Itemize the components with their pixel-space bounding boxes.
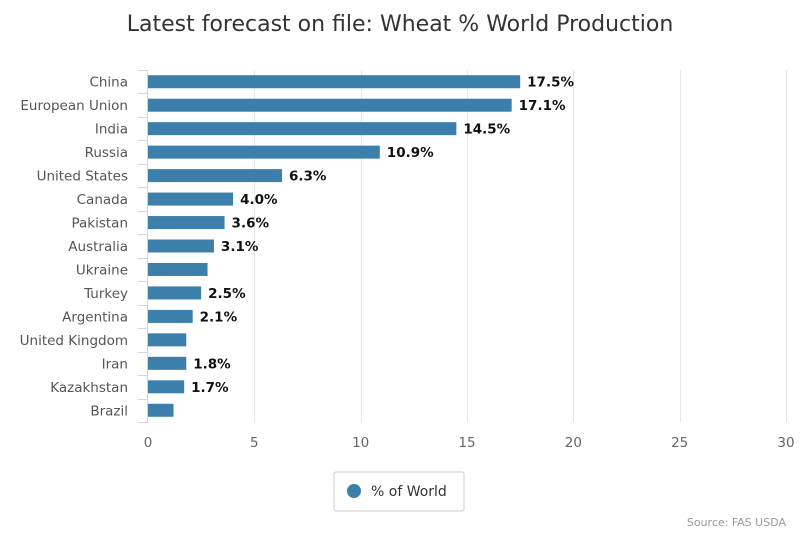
y-axis xyxy=(138,70,148,423)
x-tick-label: 25 xyxy=(671,435,688,451)
x-tick-label: 5 xyxy=(250,435,259,451)
x-tick-label: 15 xyxy=(458,435,475,451)
category-label: Canada xyxy=(77,192,128,208)
data-label: 10.9% xyxy=(387,145,434,161)
category-label: Turkey xyxy=(83,286,128,302)
bar-china[interactable] xyxy=(148,75,521,89)
bar-brazil[interactable] xyxy=(148,403,174,417)
source-credit: Source: FAS USDA xyxy=(687,516,787,529)
bar-pakistan[interactable] xyxy=(148,216,225,230)
x-tick-label: 0 xyxy=(144,435,153,451)
data-label: 1.7% xyxy=(191,380,229,396)
category-label: Iran xyxy=(102,356,128,372)
bar-iran[interactable] xyxy=(148,356,187,370)
category-label: United States xyxy=(37,169,128,185)
bars xyxy=(148,75,521,417)
data-label: 14.5% xyxy=(463,122,510,138)
category-label: Australia xyxy=(68,239,128,255)
bar-turkey[interactable] xyxy=(148,286,202,300)
x-tick-labels: 0 5 10 15 20 25 30 xyxy=(144,435,795,451)
bar-australia[interactable] xyxy=(148,239,214,253)
legend-box xyxy=(333,471,465,512)
bar-ukraine[interactable] xyxy=(148,262,208,276)
data-label: 3.1% xyxy=(221,239,259,255)
category-label: China xyxy=(89,75,128,91)
data-label: 3.6% xyxy=(232,216,270,232)
category-labels: China European Union India Russia United Sta… xyxy=(20,75,128,420)
bar-kazakhstan[interactable] xyxy=(148,380,185,394)
data-label: 4.0% xyxy=(240,192,278,208)
data-label: 2.1% xyxy=(200,309,238,325)
legend[interactable]: % of World xyxy=(333,471,465,512)
category-label: Ukraine xyxy=(76,262,128,278)
category-label: Kazakhstan xyxy=(50,380,128,396)
bar-argentina[interactable] xyxy=(148,309,193,323)
category-label: United Kingdom xyxy=(20,333,128,349)
x-tick-label: 30 xyxy=(777,435,794,451)
bar-russia[interactable] xyxy=(148,145,380,159)
legend-label: % of World xyxy=(371,484,447,500)
category-label: Russia xyxy=(85,145,128,161)
category-label: India xyxy=(95,122,128,138)
bar-india[interactable] xyxy=(148,122,457,136)
bar-canada[interactable] xyxy=(148,192,234,206)
data-label: 1.8% xyxy=(193,356,231,372)
x-tick-label: 10 xyxy=(352,435,369,451)
bar-united-kingdom[interactable] xyxy=(148,333,187,347)
category-label: Brazil xyxy=(90,403,128,419)
bar-european-union[interactable] xyxy=(148,98,512,112)
data-labels: 17.5% 17.1% 14.5% 10.9% 6.3% 4.0% 3.6% 3.1% 2.5%… xyxy=(191,75,574,396)
legend-marker xyxy=(347,484,361,498)
category-label: Argentina xyxy=(62,309,128,325)
data-label: 2.5% xyxy=(208,286,246,302)
bar-united-states[interactable] xyxy=(148,169,282,183)
data-label: 17.1% xyxy=(519,98,566,114)
data-label: 17.5% xyxy=(527,75,574,91)
category-label: Pakistan xyxy=(71,216,128,232)
data-label: 6.3% xyxy=(289,169,327,185)
x-tick-label: 20 xyxy=(565,435,582,451)
category-label: European Union xyxy=(20,98,128,114)
chart-title: Latest forecast on file: Wheat % World P… xyxy=(127,12,674,37)
